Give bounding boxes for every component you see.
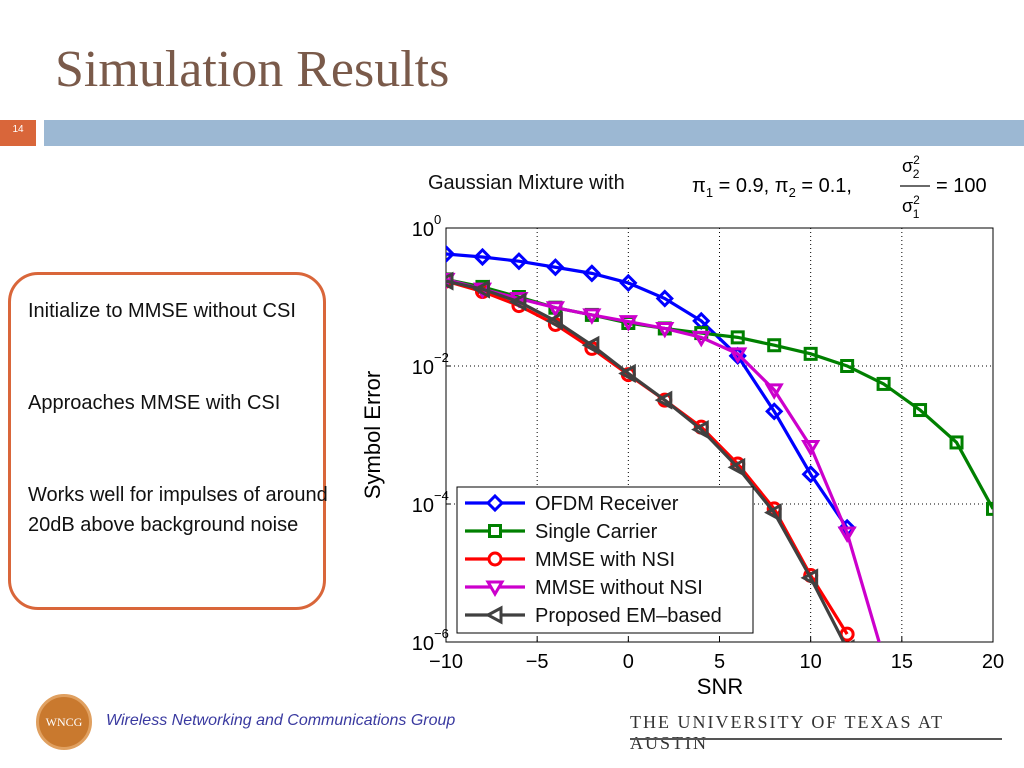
marker-diamond bbox=[801, 465, 820, 484]
marker-diamond bbox=[485, 493, 505, 513]
wncg-logo: WNCG bbox=[36, 694, 92, 750]
y-tick-exponent: −6 bbox=[434, 626, 449, 641]
marker-triangle-down bbox=[618, 315, 638, 332]
marker-square bbox=[876, 376, 891, 391]
marker-triangle-down bbox=[877, 652, 891, 664]
legend-label: Single Carrier bbox=[535, 521, 658, 543]
marker-triangle-left bbox=[545, 311, 563, 331]
legend-label: MMSE without NSI bbox=[535, 577, 703, 599]
y-tick-label: 10 bbox=[412, 219, 434, 241]
marker-square bbox=[730, 330, 745, 345]
marker-triangle-left bbox=[691, 420, 709, 440]
x-tick-label: 5 bbox=[714, 651, 725, 673]
series-proposed-em-based bbox=[446, 271, 855, 642]
marker-triangle-down bbox=[764, 383, 784, 400]
footer-group-name: Wireless Networking and Communications G… bbox=[106, 712, 456, 729]
marker-diamond bbox=[473, 247, 492, 267]
marker-square bbox=[767, 338, 782, 353]
x-tick-label: 10 bbox=[800, 651, 822, 673]
y-tick-exponent: −4 bbox=[434, 488, 449, 503]
marker-triangle-left bbox=[764, 503, 782, 523]
x-tick-label: 0 bbox=[623, 651, 634, 673]
marker-triangle-down bbox=[837, 526, 857, 543]
marker-triangle-left bbox=[727, 457, 746, 477]
marker-square bbox=[803, 346, 818, 361]
header-bar bbox=[44, 120, 1024, 146]
equation-svg: π1 = 0.9, π2 = 0.1, σ2 2 σ2 1 = 100 bbox=[692, 153, 987, 221]
callout-bullet-2: Approaches MMSE with CSI bbox=[28, 392, 281, 414]
x-tick-label: −10 bbox=[429, 651, 463, 673]
chart-heading: Gaussian Mixture with bbox=[428, 172, 625, 194]
equation-right: = 100 bbox=[936, 175, 987, 197]
marker-triangle-left bbox=[508, 292, 527, 312]
y-tick-label: 10 bbox=[412, 633, 434, 655]
marker-diamond bbox=[509, 252, 529, 271]
slide-number: 14 bbox=[0, 120, 36, 146]
marker-triangle-down bbox=[545, 301, 566, 318]
x-tick-label: −5 bbox=[526, 651, 549, 673]
marker-square bbox=[840, 359, 855, 373]
callout-bullet-3: Works well for impulses of around 20dB a… bbox=[28, 484, 328, 536]
marker-triangle-left bbox=[654, 390, 673, 410]
legend: OFDM Receiver Single Carrier MMSE with NSI… bbox=[456, 486, 754, 634]
marker-triangle-left bbox=[618, 363, 636, 383]
equation-numerator: σ2 2 bbox=[902, 153, 920, 181]
x-tick-label: 20 bbox=[982, 651, 1004, 673]
legend-label: MMSE with NSI bbox=[535, 549, 675, 571]
marker-triangle-left bbox=[849, 639, 855, 642]
callout-bullet-1: Initialize to MMSE without CSI bbox=[28, 300, 296, 322]
footer-divider bbox=[630, 738, 1002, 740]
marker-diamond bbox=[619, 273, 638, 293]
y-tick-exponent: 0 bbox=[434, 212, 441, 227]
marker-square bbox=[986, 501, 993, 516]
marker-triangle-down bbox=[728, 347, 748, 364]
marker-circle bbox=[487, 551, 503, 567]
marker-diamond bbox=[765, 402, 784, 421]
y-tick-exponent: −2 bbox=[434, 350, 449, 365]
equation-denominator: σ2 1 bbox=[902, 193, 920, 221]
marker-square bbox=[949, 435, 964, 450]
marker-triangle-down bbox=[691, 330, 711, 348]
y-tick-label: 10 bbox=[412, 357, 434, 379]
chart-equation: π1 = 0.9, π2 = 0.1, σ2 2 σ2 1 = 100 bbox=[692, 150, 1008, 229]
marker-triangle-left bbox=[472, 279, 490, 299]
y-axis-label: Symbol Error bbox=[360, 371, 385, 499]
marker-diamond bbox=[582, 264, 601, 283]
marker-triangle-left bbox=[581, 335, 600, 355]
marker-triangle-down bbox=[582, 308, 602, 325]
marker-triangle-left bbox=[446, 271, 454, 291]
marker-square bbox=[913, 403, 928, 418]
legend-label: Proposed EM–based bbox=[535, 605, 722, 627]
x-tick-label: 15 bbox=[891, 651, 913, 673]
marker-diamond bbox=[655, 289, 674, 308]
marker-diamond bbox=[546, 258, 565, 277]
marker-triangle-down bbox=[801, 440, 821, 457]
marker-triangle-left bbox=[484, 605, 503, 625]
marker-triangle-left bbox=[800, 568, 819, 588]
marker-square bbox=[488, 524, 502, 538]
callout-box bbox=[8, 272, 326, 610]
footer-university: THE UNIVERSITY OF TEXAS AT AUSTIN bbox=[630, 712, 944, 753]
marker-triangle-down bbox=[485, 580, 505, 597]
equation-left: π1 = 0.9, π2 = 0.1, bbox=[692, 175, 852, 200]
slide-title: Simulation Results bbox=[55, 41, 450, 98]
legend-label: OFDM Receiver bbox=[535, 493, 679, 515]
y-tick-label: 10 bbox=[412, 495, 434, 517]
logo-text: WNCG bbox=[45, 715, 83, 729]
marker-triangle-down bbox=[655, 321, 675, 339]
series-group bbox=[446, 244, 993, 664]
marker-diamond bbox=[446, 244, 456, 264]
x-axis-label: SNR bbox=[697, 674, 743, 699]
